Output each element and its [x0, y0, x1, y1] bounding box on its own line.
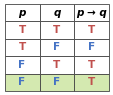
Bar — [39, 39, 74, 56]
Bar — [74, 21, 108, 39]
Bar — [39, 21, 74, 39]
Bar — [39, 4, 74, 21]
Text: T: T — [88, 60, 95, 70]
Text: F: F — [18, 77, 25, 87]
Text: F: F — [18, 60, 25, 70]
Text: T: T — [88, 25, 95, 35]
Text: T: T — [53, 60, 60, 70]
Text: p → q: p → q — [76, 8, 106, 18]
Bar — [5, 74, 39, 91]
Bar — [5, 39, 39, 56]
Text: T: T — [88, 77, 95, 87]
Bar — [74, 39, 108, 56]
Text: T: T — [53, 25, 60, 35]
Bar — [5, 4, 39, 21]
Bar — [74, 56, 108, 74]
Text: p: p — [18, 8, 26, 18]
Bar — [5, 56, 39, 74]
Text: F: F — [53, 42, 60, 53]
Bar — [74, 4, 108, 21]
Text: q: q — [53, 8, 60, 18]
Text: F: F — [88, 42, 95, 53]
Bar — [74, 74, 108, 91]
Bar — [39, 56, 74, 74]
Bar — [39, 74, 74, 91]
Text: T: T — [18, 25, 25, 35]
Text: F: F — [53, 77, 60, 87]
Bar — [5, 21, 39, 39]
Text: T: T — [18, 42, 25, 53]
